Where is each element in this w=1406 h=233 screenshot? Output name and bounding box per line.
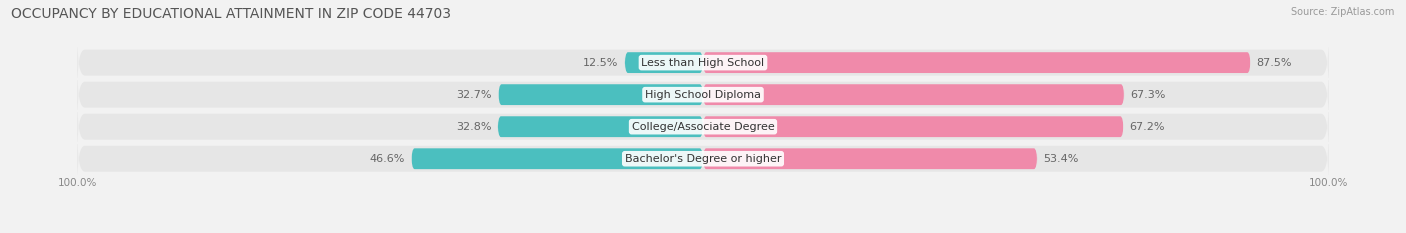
FancyBboxPatch shape xyxy=(498,84,703,105)
Text: Less than High School: Less than High School xyxy=(641,58,765,68)
FancyBboxPatch shape xyxy=(77,69,1329,120)
Text: Source: ZipAtlas.com: Source: ZipAtlas.com xyxy=(1291,7,1395,17)
FancyBboxPatch shape xyxy=(77,37,1329,88)
FancyBboxPatch shape xyxy=(498,116,703,137)
FancyBboxPatch shape xyxy=(624,52,703,73)
Text: 53.4%: 53.4% xyxy=(1043,154,1078,164)
FancyBboxPatch shape xyxy=(703,148,1038,169)
Text: 32.7%: 32.7% xyxy=(457,90,492,100)
Text: Bachelor's Degree or higher: Bachelor's Degree or higher xyxy=(624,154,782,164)
FancyBboxPatch shape xyxy=(703,116,1123,137)
Text: College/Associate Degree: College/Associate Degree xyxy=(631,122,775,132)
FancyBboxPatch shape xyxy=(703,52,1250,73)
FancyBboxPatch shape xyxy=(703,84,1123,105)
Text: 32.8%: 32.8% xyxy=(456,122,492,132)
FancyBboxPatch shape xyxy=(412,148,703,169)
Text: 87.5%: 87.5% xyxy=(1257,58,1292,68)
Text: 12.5%: 12.5% xyxy=(583,58,619,68)
FancyBboxPatch shape xyxy=(77,101,1329,152)
Text: High School Diploma: High School Diploma xyxy=(645,90,761,100)
Text: 67.3%: 67.3% xyxy=(1130,90,1166,100)
Text: 67.2%: 67.2% xyxy=(1129,122,1166,132)
FancyBboxPatch shape xyxy=(77,133,1329,184)
Text: OCCUPANCY BY EDUCATIONAL ATTAINMENT IN ZIP CODE 44703: OCCUPANCY BY EDUCATIONAL ATTAINMENT IN Z… xyxy=(11,7,451,21)
Text: 46.6%: 46.6% xyxy=(370,154,405,164)
